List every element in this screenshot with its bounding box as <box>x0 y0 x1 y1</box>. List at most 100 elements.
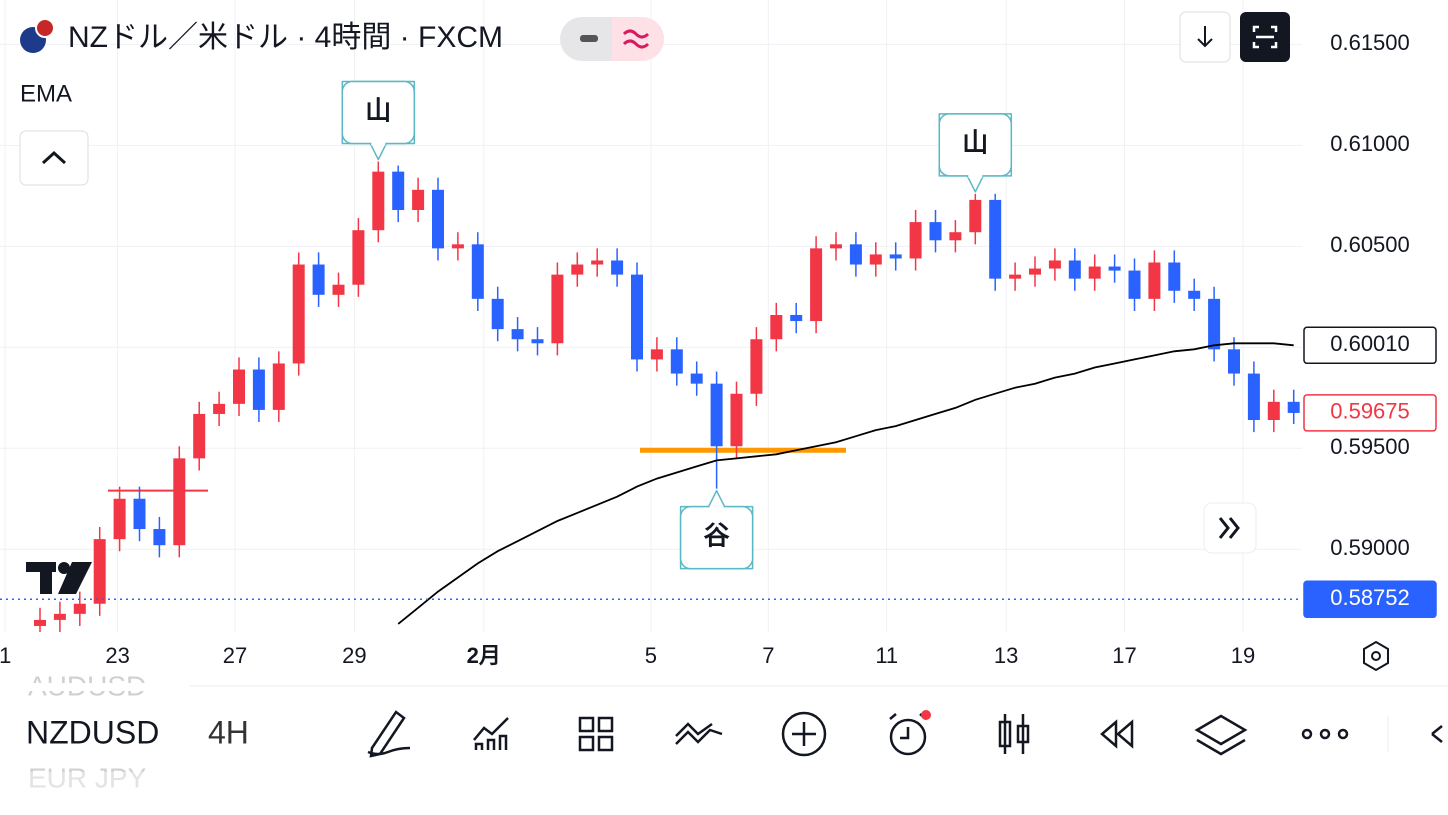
x-tick-label: 29 <box>342 643 366 668</box>
ema-line <box>397 342 1294 625</box>
status-pill-right <box>612 17 664 61</box>
candle-body <box>73 603 86 614</box>
timeframe[interactable]: 4H <box>208 714 249 750</box>
price-label: 0.59675 <box>1330 399 1410 424</box>
candle-body <box>770 315 783 340</box>
candle-body <box>292 264 305 364</box>
x-tick-label: 19 <box>1231 643 1255 668</box>
x-tick-label: 2月 <box>467 643 501 668</box>
price-label: 0.60010 <box>1330 331 1410 356</box>
compare-tool[interactable] <box>675 722 723 745</box>
candle-body <box>730 393 743 447</box>
y-tick-label: 0.61500 <box>1330 30 1410 55</box>
candle-body <box>34 619 46 626</box>
candle-body <box>611 260 624 275</box>
candle-body <box>113 498 126 540</box>
callout-label: 谷 <box>704 521 731 551</box>
x-tick-label: 11 <box>875 643 898 668</box>
candle-body <box>332 284 345 295</box>
settings-dot <box>1371 651 1381 661</box>
candle-body <box>1048 260 1061 269</box>
x-tick-label: 13 <box>994 643 1018 668</box>
x-tick-label: 23 <box>105 643 129 668</box>
candle-body <box>53 613 66 620</box>
candle-body <box>133 498 146 530</box>
candle-body <box>591 260 604 265</box>
next-symbol[interactable]: EUR JPY <box>28 762 147 793</box>
callout-label: 山 <box>962 128 988 158</box>
replay-tool[interactable] <box>1100 719 1134 749</box>
candle-body <box>491 298 504 330</box>
alert-dot <box>921 710 931 720</box>
y-tick-label: 0.61000 <box>1330 131 1410 156</box>
candle-body <box>372 171 385 231</box>
symbol[interactable]: NZDUSD <box>26 714 159 750</box>
candle-body <box>551 274 564 344</box>
candle-body <box>989 199 1002 279</box>
flag-us <box>35 18 55 38</box>
candle-body <box>233 369 245 404</box>
goto-realtime[interactable] <box>1203 502 1257 554</box>
draw-tool[interactable] <box>367 710 411 758</box>
layout-tool[interactable] <box>578 716 614 752</box>
candle-body <box>650 349 663 360</box>
collapse-button[interactable] <box>19 130 89 186</box>
fullscreen-icon <box>1252 25 1278 49</box>
more-tool[interactable] <box>1301 728 1349 740</box>
candle-body <box>830 244 842 249</box>
x-tick-label: 5 <box>645 643 657 668</box>
double-chevron <box>1218 517 1240 539</box>
price-label-box <box>1303 394 1437 432</box>
fade-top <box>0 683 190 691</box>
add-tool[interactable] <box>781 711 827 757</box>
candle-body <box>1208 298 1221 350</box>
candle-body <box>1148 262 1161 299</box>
y-tick-label: 0.59000 <box>1330 535 1410 560</box>
candle-body <box>690 373 703 384</box>
candle-body <box>392 171 405 210</box>
layers-tool[interactable] <box>1194 714 1248 756</box>
candle-body <box>849 244 862 265</box>
indicator-label: EMA <box>20 80 72 107</box>
candle-body <box>173 458 186 546</box>
callout-label: 山 <box>365 95 391 125</box>
candle-body <box>1287 401 1300 413</box>
candle-body <box>451 244 464 249</box>
candle-body <box>810 248 823 322</box>
indicators-tool[interactable] <box>473 717 509 750</box>
x-tick-label: 17 <box>1112 643 1136 668</box>
candle-tool[interactable] <box>998 714 1030 754</box>
candle-body <box>511 329 524 340</box>
grid <box>0 0 1302 632</box>
candle-body <box>352 230 365 285</box>
candle-body <box>1168 262 1181 291</box>
more-arrow[interactable] <box>1431 725 1443 743</box>
settings-icon[interactable] <box>1363 640 1389 672</box>
status-wave <box>622 29 650 49</box>
callout-join <box>968 173 983 178</box>
candle-body <box>432 189 444 249</box>
plus <box>792 722 816 746</box>
candle-body <box>1128 270 1141 299</box>
price-label: 0.58752 <box>1330 585 1410 610</box>
x-tick-label: 27 <box>223 643 247 668</box>
y-tick-label: 0.59500 <box>1330 434 1410 459</box>
candle-body <box>969 199 982 233</box>
candle-body <box>670 349 683 374</box>
candle-body <box>1267 401 1280 420</box>
alert-tool[interactable] <box>889 718 927 756</box>
y-tick-label: 0.60500 <box>1330 232 1410 257</box>
fade-bottom <box>0 772 190 792</box>
candle-body <box>213 403 226 414</box>
arrow-icon <box>1197 26 1213 48</box>
candle-body <box>1088 266 1101 279</box>
candle-body <box>929 222 942 241</box>
candle-body <box>1009 274 1022 279</box>
candle-body <box>1228 349 1240 374</box>
candle-body <box>909 222 922 259</box>
candle-body <box>1068 260 1081 279</box>
candle-body <box>193 413 206 459</box>
status-dash <box>580 35 598 42</box>
